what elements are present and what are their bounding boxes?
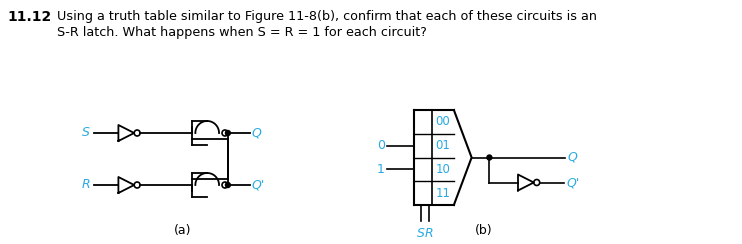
Circle shape (226, 183, 230, 187)
Text: S: S (82, 126, 90, 140)
Text: S-R latch. What happens when S = R = 1 for each circuit?: S-R latch. What happens when S = R = 1 f… (57, 26, 427, 39)
Circle shape (487, 155, 492, 160)
Text: R: R (81, 179, 90, 192)
Text: 01: 01 (436, 139, 450, 152)
Text: Q: Q (568, 151, 577, 164)
Text: Using a truth table similar to Figure 11-8(b), confirm that each of these circui: Using a truth table similar to Figure 11… (57, 10, 597, 23)
Text: Q: Q (252, 126, 261, 140)
Text: (b): (b) (475, 224, 492, 237)
Text: Q': Q' (566, 176, 580, 189)
Circle shape (226, 131, 230, 135)
Text: 11.12: 11.12 (8, 10, 52, 24)
Text: 1: 1 (377, 163, 385, 176)
Text: Q': Q' (252, 179, 265, 192)
Text: R: R (425, 227, 433, 240)
Text: 00: 00 (436, 115, 450, 128)
Text: (a): (a) (174, 224, 191, 237)
Text: S: S (417, 227, 425, 240)
Text: 0: 0 (377, 139, 385, 152)
Text: 10: 10 (436, 163, 450, 176)
Text: 11: 11 (436, 187, 450, 200)
